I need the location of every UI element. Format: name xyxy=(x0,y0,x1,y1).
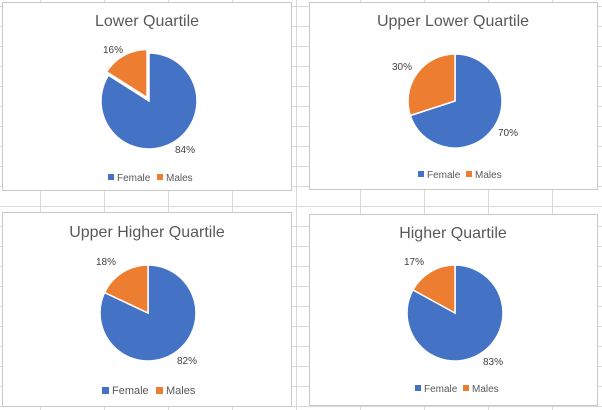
legend-swatch-males xyxy=(463,385,469,391)
legend: Female Males xyxy=(418,170,502,181)
males-percent-label: 17% xyxy=(404,257,424,268)
pie-slice-males xyxy=(411,264,456,315)
chart-panel-upper-higher-quartile: Upper Higher Quartile 82% 18% Female Mal… xyxy=(2,212,292,407)
legend-label-males: Males xyxy=(166,385,196,397)
legend-swatch-female xyxy=(415,385,421,391)
pie-slice-males xyxy=(407,53,456,117)
legend-swatch-female xyxy=(418,171,424,177)
pie-slice-female xyxy=(409,53,503,149)
pie-slice-female xyxy=(100,52,198,150)
pie-chart-lower-quartile: Lower Quartile 84% 16% Female Males xyxy=(95,13,199,184)
female-percent-label: 70% xyxy=(498,128,518,139)
chart-title: Upper Higher Quartile xyxy=(69,224,225,241)
legend: Female Males xyxy=(102,385,196,397)
female-percent-label: 84% xyxy=(175,145,195,156)
pie-slice-female xyxy=(406,264,504,362)
legend-label-males: Males xyxy=(475,170,502,181)
legend-swatch-female xyxy=(108,174,114,180)
males-percent-label: 16% xyxy=(103,45,123,56)
chart-title: Upper Lower Quartile xyxy=(377,13,529,30)
legend-label-female: Female xyxy=(117,173,151,184)
female-percent-label: 82% xyxy=(177,356,197,367)
legend-label-female: Female xyxy=(112,385,149,397)
legend: Female Males xyxy=(415,384,499,395)
legend-swatch-males xyxy=(466,171,472,177)
chart-panel-lower-quartile: Lower Quartile 84% 16% Female Males xyxy=(2,2,292,191)
legend-swatch-males xyxy=(156,387,163,394)
legend-label-males: Males xyxy=(166,173,193,184)
pie-chart-upper-lower-quartile: Upper Lower Quartile 70% 30% Female Male… xyxy=(377,13,529,181)
legend-swatch-female xyxy=(102,387,109,394)
legend-swatch-males xyxy=(157,174,163,180)
pie-slice-males xyxy=(105,48,148,99)
legend-label-female: Female xyxy=(424,384,458,395)
chart-panel-upper-lower-quartile: Upper Lower Quartile 70% 30% Female Male… xyxy=(309,2,598,190)
males-percent-label: 18% xyxy=(96,257,116,268)
males-percent-label: 30% xyxy=(392,62,412,73)
chart-title: Higher Quartile xyxy=(399,225,507,242)
pie-slice-males xyxy=(103,264,149,315)
chart-panel-higher-quartile: Higher Quartile 83% 17% Female Males xyxy=(309,214,598,406)
pie-chart-upper-higher-quartile: Upper Higher Quartile 82% 18% Female Mal… xyxy=(69,224,225,397)
pie-chart-higher-quartile: Higher Quartile 83% 17% Female Males xyxy=(399,225,507,395)
legend-label-males: Males xyxy=(472,384,499,395)
legend-label-female: Female xyxy=(427,170,461,181)
legend: Female Males xyxy=(108,173,193,184)
chart-title: Lower Quartile xyxy=(95,13,199,30)
female-percent-label: 83% xyxy=(483,357,503,368)
